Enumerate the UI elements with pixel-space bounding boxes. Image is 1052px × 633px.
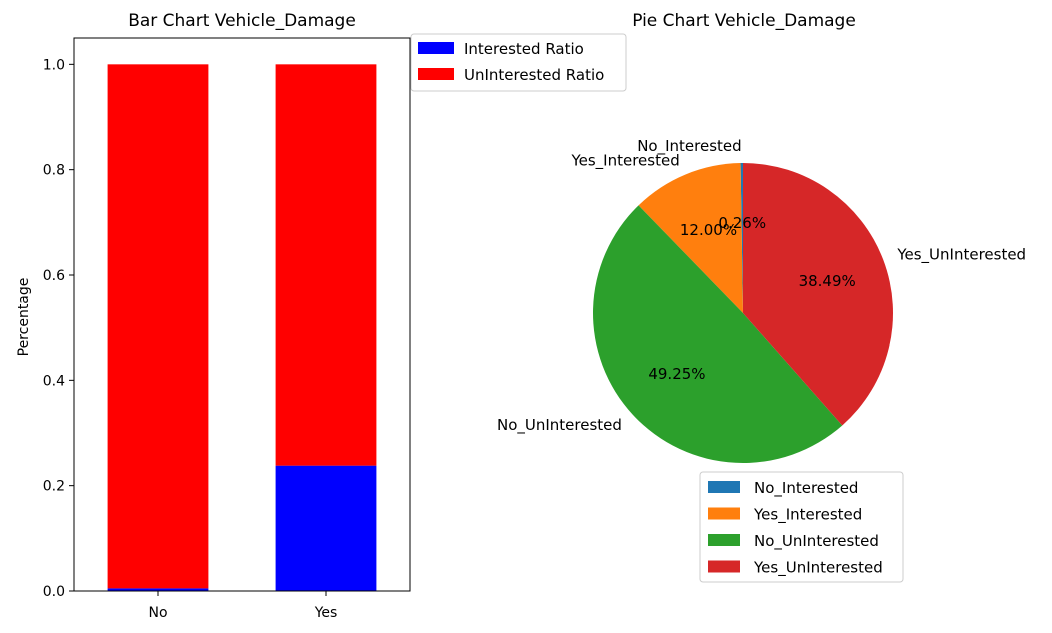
pie-legend-swatch-no-interested: [708, 481, 740, 493]
y-tick-label: 0.6: [43, 268, 65, 284]
pie-label-yes-interested: Yes_Interested: [570, 152, 679, 171]
pie-label-no-interested: No_Interested: [637, 137, 741, 156]
bar-x-axis-ticks: No Yes: [148, 591, 337, 621]
bar-legend-frame: [410, 33, 627, 92]
bar-y-axis-label: Percentage: [16, 278, 32, 357]
pie-chart: Pie Chart Vehicle_Damage No_Interested 0.…: [497, 11, 1026, 464]
bar-bars: [107, 64, 377, 591]
y-tick-label: 1.0: [43, 57, 65, 73]
bar-legend-label-uninterested: UnInterested Ratio: [464, 66, 604, 84]
pie-pct-yes-uninterested: 38.49%: [799, 272, 856, 290]
pie-legend-label-yes-interested: Yes_Interested: [753, 506, 862, 525]
y-tick-label: 0.0: [43, 584, 65, 600]
pie-legend-frame: [699, 471, 904, 583]
pie-chart-title: Pie Chart Vehicle_Damage: [632, 11, 856, 31]
pie-legend-label-no-interested: No_Interested: [754, 479, 858, 498]
pie-legend-swatch-yes-interested: [708, 507, 740, 520]
pie-slices: [592, 163, 893, 464]
bar-y-axis-ticks: 0.0 0.2 0.4 0.6 0.8 1.0: [43, 57, 74, 600]
bar-legend-swatch-uninterested: [418, 68, 454, 80]
pie-label-yes-uninterested: Yes_UnInterested: [896, 246, 1026, 265]
bar-chart: Bar Chart Vehicle_Damage Percentage 0.00…: [16, 11, 411, 621]
pie-legend-label-no-uninterested: No_UnInterested: [754, 532, 879, 551]
pie-legend-swatch-no-uninterested: [708, 534, 740, 546]
pie-slice-no-uninterested: [592, 205, 843, 464]
pie-labels: No_Interested 0.26% Yes_Interested 12.00% No…: [497, 137, 1026, 435]
pie-slice-yes-interested: [638, 163, 743, 313]
bar-plot-frame: [73, 37, 411, 592]
pie-pct-no-interested: 0.26%: [718, 214, 766, 232]
bar-no-uninterested: [107, 64, 209, 589]
bar-legend: Interested Ratio UnInterested Ratio: [410, 33, 627, 92]
pie-slice-yes-uninterested: [743, 163, 893, 426]
pie-legend-items: No_Interested Yes_Interested No_UnInterest…: [708, 479, 883, 578]
pie-legend-label-yes-uninterested: Yes_UnInterested: [753, 559, 883, 578]
y-tick-label: 0.2: [43, 479, 65, 495]
x-tick-label: No: [148, 605, 167, 621]
bar-no-interested: [107, 588, 209, 591]
bar-yes-uninterested: [275, 64, 377, 466]
pie-legend: No_Interested Yes_Interested No_UnInterest…: [699, 471, 904, 583]
bar-chart-title: Bar Chart Vehicle_Damage: [128, 11, 356, 31]
y-tick-label: 0.4: [43, 373, 65, 389]
pie-pct-no-uninterested: 49.25%: [648, 365, 705, 383]
pie-pct-yes-interested: 12.00%: [680, 221, 737, 239]
y-tick-label: 0.8: [43, 163, 65, 179]
bar-legend-swatch-interested: [418, 42, 454, 54]
x-tick-label: Yes: [314, 605, 338, 621]
bar-legend-label-interested: Interested Ratio: [464, 40, 584, 58]
pie-label-no-uninterested: No_UnInterested: [497, 416, 622, 435]
pie-legend-swatch-yes-uninterested: [708, 560, 740, 573]
pie-slice-no-interested: [740, 163, 743, 313]
bar-yes-interested: [275, 465, 377, 591]
